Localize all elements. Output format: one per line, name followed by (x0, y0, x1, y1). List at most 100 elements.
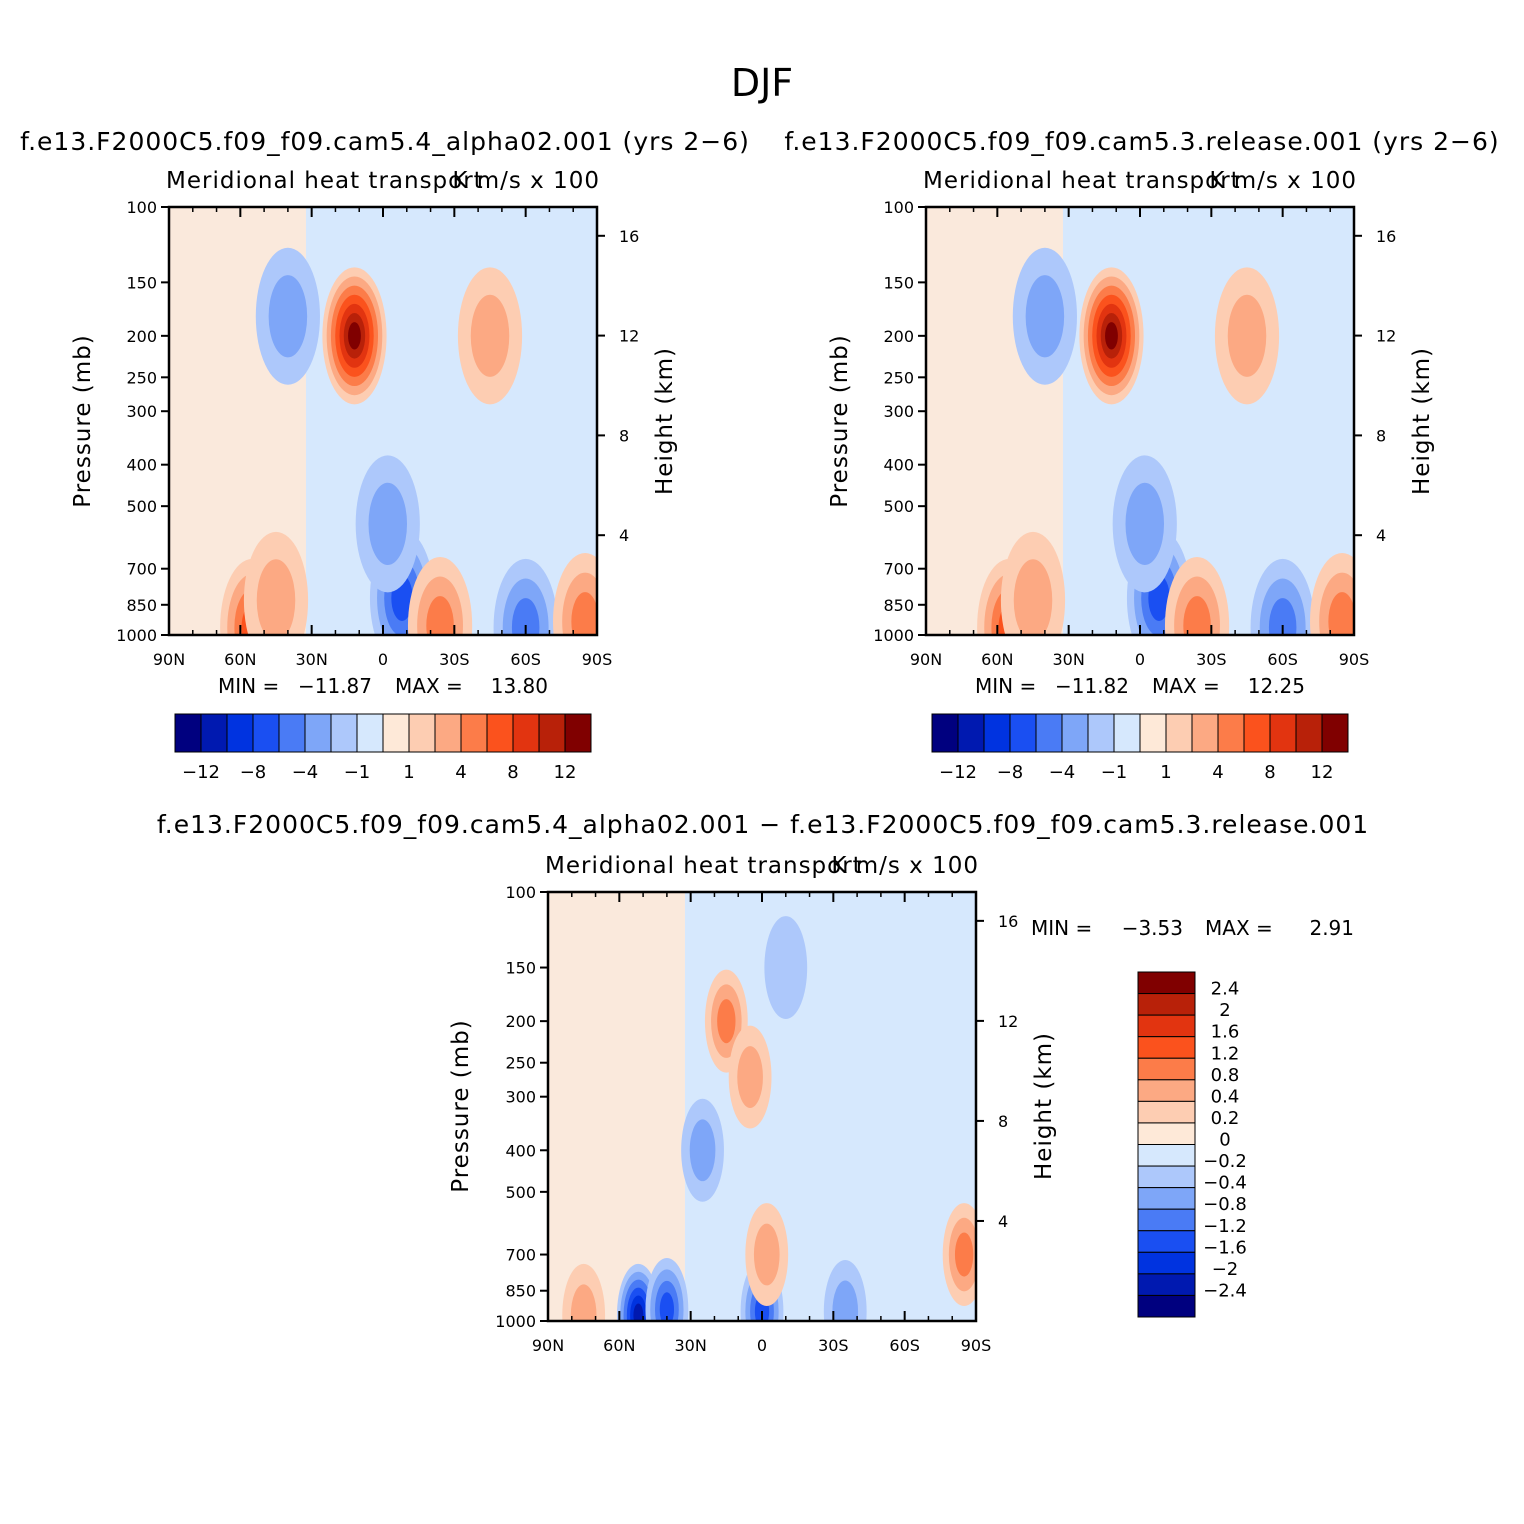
colorbar-label: 1 (403, 762, 414, 783)
y-tick-label: 150 (883, 273, 914, 292)
colorbar-box (1137, 1144, 1196, 1167)
colorbar-label: −4 (292, 762, 319, 783)
colorbar-label: −12 (939, 762, 977, 783)
y-tick-label: 250 (126, 368, 157, 387)
panel-1-plot: 90N 60N 30N 0 30S 60S 90S 100 150 200 250 300 400 500… (116, 198, 639, 669)
contour-shell (256, 559, 296, 635)
colorbar-box (1139, 713, 1167, 753)
y2-tick-label: 12 (1376, 327, 1396, 346)
y2-tick-label: 16 (998, 912, 1018, 931)
colorbar-box (1113, 713, 1141, 753)
x-tick-label: 30N (675, 1336, 707, 1355)
colorbar-box (1035, 713, 1063, 753)
y-tick-label: 200 (505, 1012, 536, 1031)
contour-shell (348, 322, 361, 350)
panel-1-right-label: K m/s x 100 (452, 168, 600, 194)
contour-shell (268, 275, 308, 358)
panel-1-y-axis-label: Pressure (mb) (70, 334, 96, 507)
colorbar-label: −1.2 (1203, 1216, 1247, 1237)
x-tick-label: 60S (510, 650, 541, 669)
colorbar-label: −2 (1212, 1259, 1239, 1280)
contour-shell (954, 1232, 974, 1277)
x-tick-label: 30S (818, 1336, 849, 1355)
colorbar-box (512, 713, 540, 753)
contour-shell (1268, 598, 1297, 635)
x-tick-label: 30S (439, 650, 470, 669)
contour-shell (426, 596, 454, 635)
contour-shell (1227, 294, 1267, 377)
colorbar-box (252, 713, 280, 753)
y2-tick-label: 8 (1376, 426, 1386, 445)
panel-3-max-label: MAX = (1205, 916, 1273, 940)
colorbar-label: −2.4 (1203, 1280, 1247, 1301)
page-title: DJF (731, 61, 793, 105)
colorbar-box (957, 713, 985, 753)
y-tick-label: 300 (505, 1088, 536, 1107)
colorbar-label: 0.8 (1211, 1065, 1240, 1086)
y-tick-label: 100 (883, 198, 914, 217)
contour-shell (717, 999, 736, 1044)
y2-tick-label: 12 (619, 327, 639, 346)
colorbar-label: 8 (507, 762, 518, 783)
panel-1-max-value: 13.80 (491, 674, 548, 698)
x-tick-label: 60N (224, 650, 256, 669)
colorbar-box (1137, 1100, 1196, 1124)
panel-2-right-label: K m/s x 100 (1209, 168, 1357, 194)
x-tick-label: 60S (889, 1336, 920, 1355)
x-tick-label: 30N (1053, 650, 1085, 669)
contour-shell (570, 1284, 597, 1321)
colorbar-box (1087, 713, 1115, 753)
panel-1-y2-axis-label: Height (km) (652, 347, 678, 495)
y-tick-label: 850 (126, 596, 157, 615)
colorbar-label: −12 (182, 762, 220, 783)
x-tick-label: 0 (757, 1336, 767, 1355)
y2-tick-label: 8 (619, 426, 629, 445)
contour-shell (832, 1280, 859, 1321)
y-tick-label: 700 (883, 560, 914, 579)
y-tick-label: 850 (883, 596, 914, 615)
panel-3: f.e13.F2000C5.f09_f09.cam5.4_alpha02.001… (157, 810, 1368, 1355)
contour-shell (1013, 559, 1053, 635)
colorbar-box (1295, 713, 1323, 753)
colorbar-box (382, 713, 410, 753)
colorbar-box (1137, 993, 1196, 1016)
y-tick-label: 500 (126, 497, 157, 516)
colorbar-box (278, 713, 306, 753)
panel-1-max-label: MAX = (395, 674, 463, 698)
panel-3-plot: 90N 60N 30N 0 30S 60S 90S 100 150 200 250 300 400 500… (495, 883, 1018, 1355)
field-band-north (548, 892, 685, 1321)
y-tick-label: 100 (126, 198, 157, 217)
panel-3-y2-axis-label: Height (km) (1031, 1032, 1057, 1180)
colorbar-box (1137, 1057, 1196, 1081)
panel-2-left-label: Meridional heat transport (923, 168, 1241, 194)
contour-shell (1125, 482, 1165, 565)
colorbar-box (564, 713, 592, 753)
panel-3-right-label: K m/s x 100 (831, 853, 979, 879)
colorbar-box (226, 713, 254, 753)
colorbar-box (356, 713, 384, 753)
y-tick-label: 150 (505, 959, 536, 978)
y-tick-label: 250 (883, 368, 914, 387)
colorbar-box (1321, 713, 1349, 753)
colorbar-label: 12 (554, 762, 577, 783)
y-tick-label: 850 (505, 1282, 536, 1301)
x-tick-label: 90N (153, 650, 185, 669)
colorbar-box (434, 713, 462, 753)
colorbar-box (304, 713, 332, 753)
panel-3-max-value: 2.91 (1309, 916, 1354, 940)
colorbar-label: 12 (1311, 762, 1334, 783)
colorbar-box (1165, 713, 1193, 753)
colorbar-label: 2.4 (1211, 979, 1240, 1000)
y2-tick-label: 4 (1376, 526, 1386, 545)
panel-2-max-label: MAX = (1152, 674, 1220, 698)
colorbar-box (330, 713, 358, 753)
x-tick-label: 90S (961, 1336, 992, 1355)
y2-tick-label: 16 (619, 227, 639, 246)
y2-tick-label: 8 (998, 1112, 1008, 1131)
colorbar-box (200, 713, 228, 753)
colorbar-box (1137, 1165, 1196, 1189)
panel-1-min-label: MIN = (218, 674, 279, 698)
colorbar-box (174, 713, 202, 753)
colorbar-box (538, 713, 566, 753)
contour-shell (1105, 322, 1118, 350)
